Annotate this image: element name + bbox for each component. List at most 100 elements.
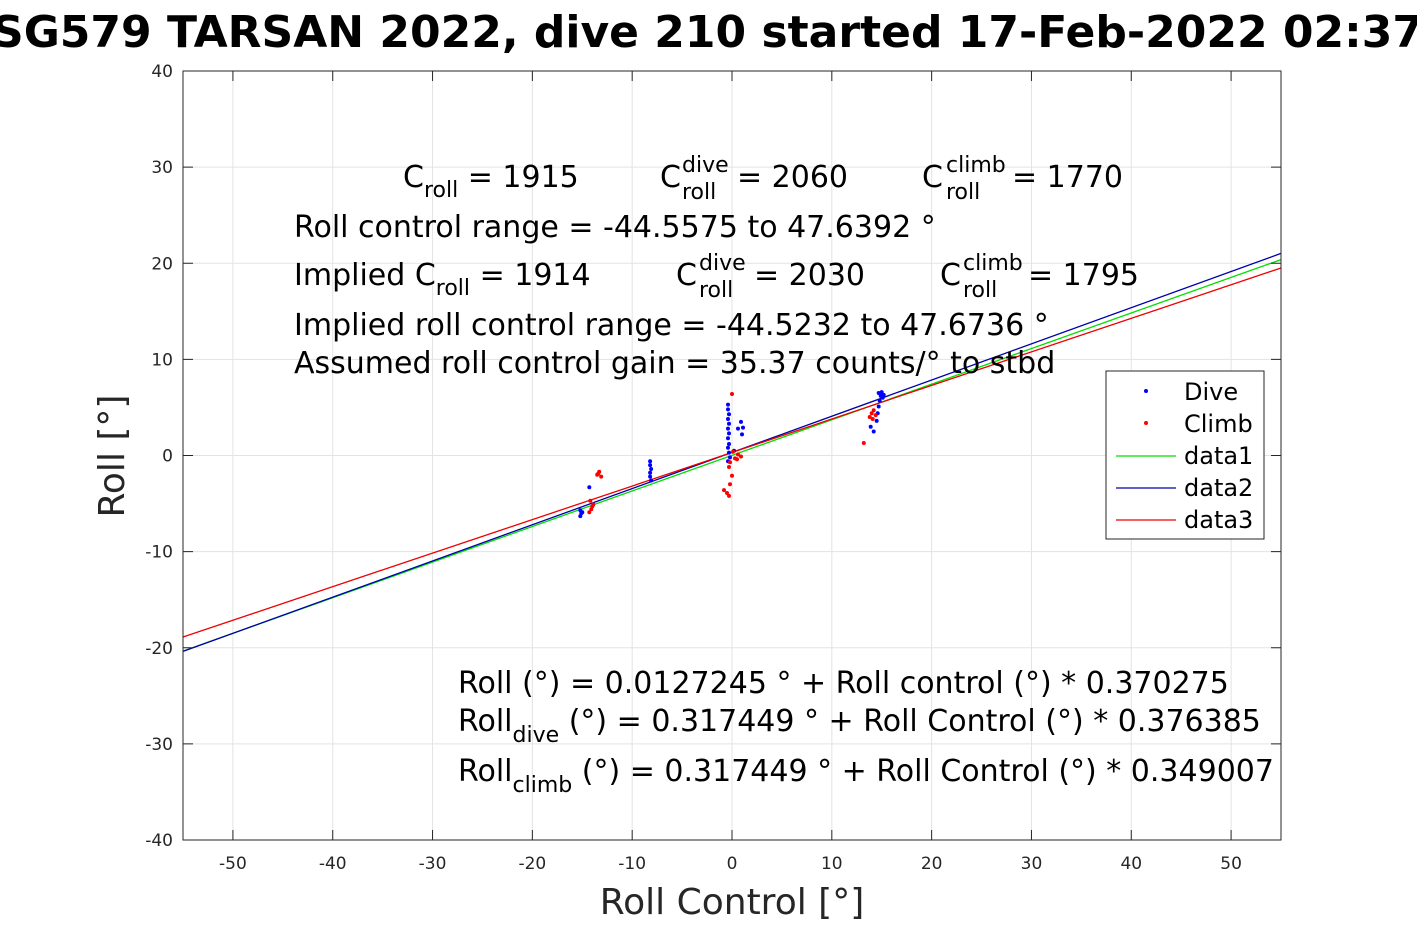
x-axis-label: Roll Control [°]	[600, 882, 865, 923]
dive-point	[727, 412, 731, 417]
annot-c-climb-sub: roll	[946, 180, 980, 205]
x-tick-label: 40	[1120, 854, 1142, 874]
dive-point	[726, 417, 730, 421]
climb-point	[871, 408, 876, 413]
x-tick-label: -30	[419, 854, 447, 874]
annot-gain: Assumed roll control gain = 35.37 counts…	[294, 346, 1055, 381]
climb-point	[599, 474, 604, 479]
legend-box	[1105, 370, 1265, 540]
data-points	[578, 390, 886, 519]
climb-point	[722, 488, 726, 493]
climb-point	[727, 493, 731, 498]
y-tick-label: -10	[145, 543, 173, 563]
annot-c-climb-sup: climb	[946, 153, 1006, 178]
dive-point	[879, 390, 884, 395]
annot-implied-dive-sub: roll	[699, 278, 733, 303]
legend-label-climb: Climb	[1184, 410, 1253, 438]
dive-point	[578, 508, 583, 513]
climb-point	[869, 411, 874, 416]
y-tick-label: 0	[162, 447, 173, 467]
x-tick-label: 30	[1021, 854, 1043, 874]
annot-c-climb-val: = 1770	[1012, 160, 1123, 195]
annot-fit-all: Roll (°) = 0.0127245 ° + Roll control (°…	[458, 666, 1229, 701]
dive-point	[877, 398, 882, 403]
dive-point	[727, 421, 731, 426]
x-tick-label: 0	[727, 854, 738, 874]
dive-point	[726, 407, 730, 412]
climb-point	[731, 449, 735, 454]
annot-implied-range: Implied roll control range = -44.5232 to…	[294, 308, 1049, 343]
climb-point	[739, 454, 743, 459]
climb-point	[736, 452, 740, 457]
annot-fit-climb: Rollclimb (°) = 0.317449 ° + Roll Contro…	[458, 754, 1274, 798]
x-tick-label: 10	[821, 854, 843, 874]
dive-point	[739, 419, 743, 424]
dive-point	[728, 455, 732, 460]
x-tick-label: -40	[319, 854, 347, 874]
y-tick-label: -20	[145, 639, 173, 659]
annot-fit-dive: Rolldive (°) = 0.317449 ° + Roll Control…	[458, 704, 1261, 748]
dive-point	[726, 426, 730, 431]
annot-implied-dive-base: C	[676, 258, 697, 293]
x-tick-label: 20	[921, 854, 943, 874]
climb-point	[870, 417, 875, 421]
annotation-fits: Roll (°) = 0.0127245 ° + Roll control (°…	[458, 666, 1274, 798]
climb-point	[867, 415, 872, 419]
annot-c-dive-val: = 2060	[737, 160, 848, 195]
annot-c-climb-base: C	[922, 160, 943, 195]
dive-point	[648, 459, 653, 464]
climb-point	[861, 441, 866, 445]
legend-marker-climb	[1144, 421, 1148, 425]
y-tick-label: -30	[145, 735, 173, 755]
annot-c-dive-sub: roll	[682, 180, 716, 205]
dive-point	[874, 418, 879, 423]
legend-label-data2: data2	[1184, 474, 1253, 502]
x-tick-label: 50	[1220, 854, 1242, 874]
dive-point	[740, 432, 744, 437]
climb-point	[873, 413, 878, 418]
annot-implied-dive-sup: dive	[699, 251, 746, 276]
dive-point	[648, 463, 653, 468]
dive-point	[741, 425, 745, 430]
y-tick-label: 10	[151, 350, 173, 370]
legend: Dive Climb data1 data2 data3	[1105, 370, 1265, 540]
dive-point	[726, 445, 730, 450]
climb-point	[728, 460, 732, 465]
dive-point	[726, 402, 730, 407]
annotation-calibration: Croll = 1915 C dive roll = 2060 C climb …	[294, 153, 1139, 381]
climb-point	[587, 510, 592, 515]
climb-point	[730, 392, 734, 396]
y-tick-label: 30	[151, 158, 173, 178]
dive-point	[868, 424, 873, 429]
annot-implied-dive-val: = 2030	[754, 258, 865, 293]
chart-title: SG579 TARSAN 2022, dive 210 started 17-F…	[0, 7, 1417, 58]
dive-point	[876, 404, 881, 409]
annot-c-roll: Croll = 1915	[403, 160, 579, 203]
annot-c-dive-sup: dive	[682, 153, 729, 178]
dive-point	[876, 391, 881, 395]
climb-point	[735, 457, 739, 462]
dive-point	[726, 436, 730, 441]
dive-point	[871, 429, 876, 434]
annot-implied-c-roll: Implied Croll = 1914	[294, 258, 591, 301]
legend-marker-dive	[1144, 389, 1148, 393]
y-tick-label: 20	[151, 254, 173, 274]
dive-point	[649, 478, 654, 483]
climb-point	[596, 471, 601, 476]
climb-point	[727, 465, 731, 469]
annot-implied-climb-base: C	[940, 258, 961, 293]
y-tick-label: 40	[151, 62, 173, 82]
annot-range: Roll control range = -44.5575 to 47.6392…	[294, 210, 936, 245]
climb-point	[591, 502, 596, 507]
y-axis-label: Roll [°]	[92, 395, 133, 518]
axis-ticks: -50 -40 -30 -20 -10 0 10 20 30 40 50 -40 -30 -20 -10 0 1…	[145, 62, 1281, 874]
climb-point	[728, 482, 732, 487]
x-tick-label: -20	[518, 854, 546, 874]
dive-point	[727, 442, 731, 446]
annot-implied-climb-sup: climb	[963, 251, 1023, 276]
dive-point	[727, 431, 731, 436]
dive-point	[648, 474, 653, 479]
annot-implied-climb-sub: roll	[963, 278, 997, 303]
legend-label-data3: data3	[1184, 506, 1253, 534]
